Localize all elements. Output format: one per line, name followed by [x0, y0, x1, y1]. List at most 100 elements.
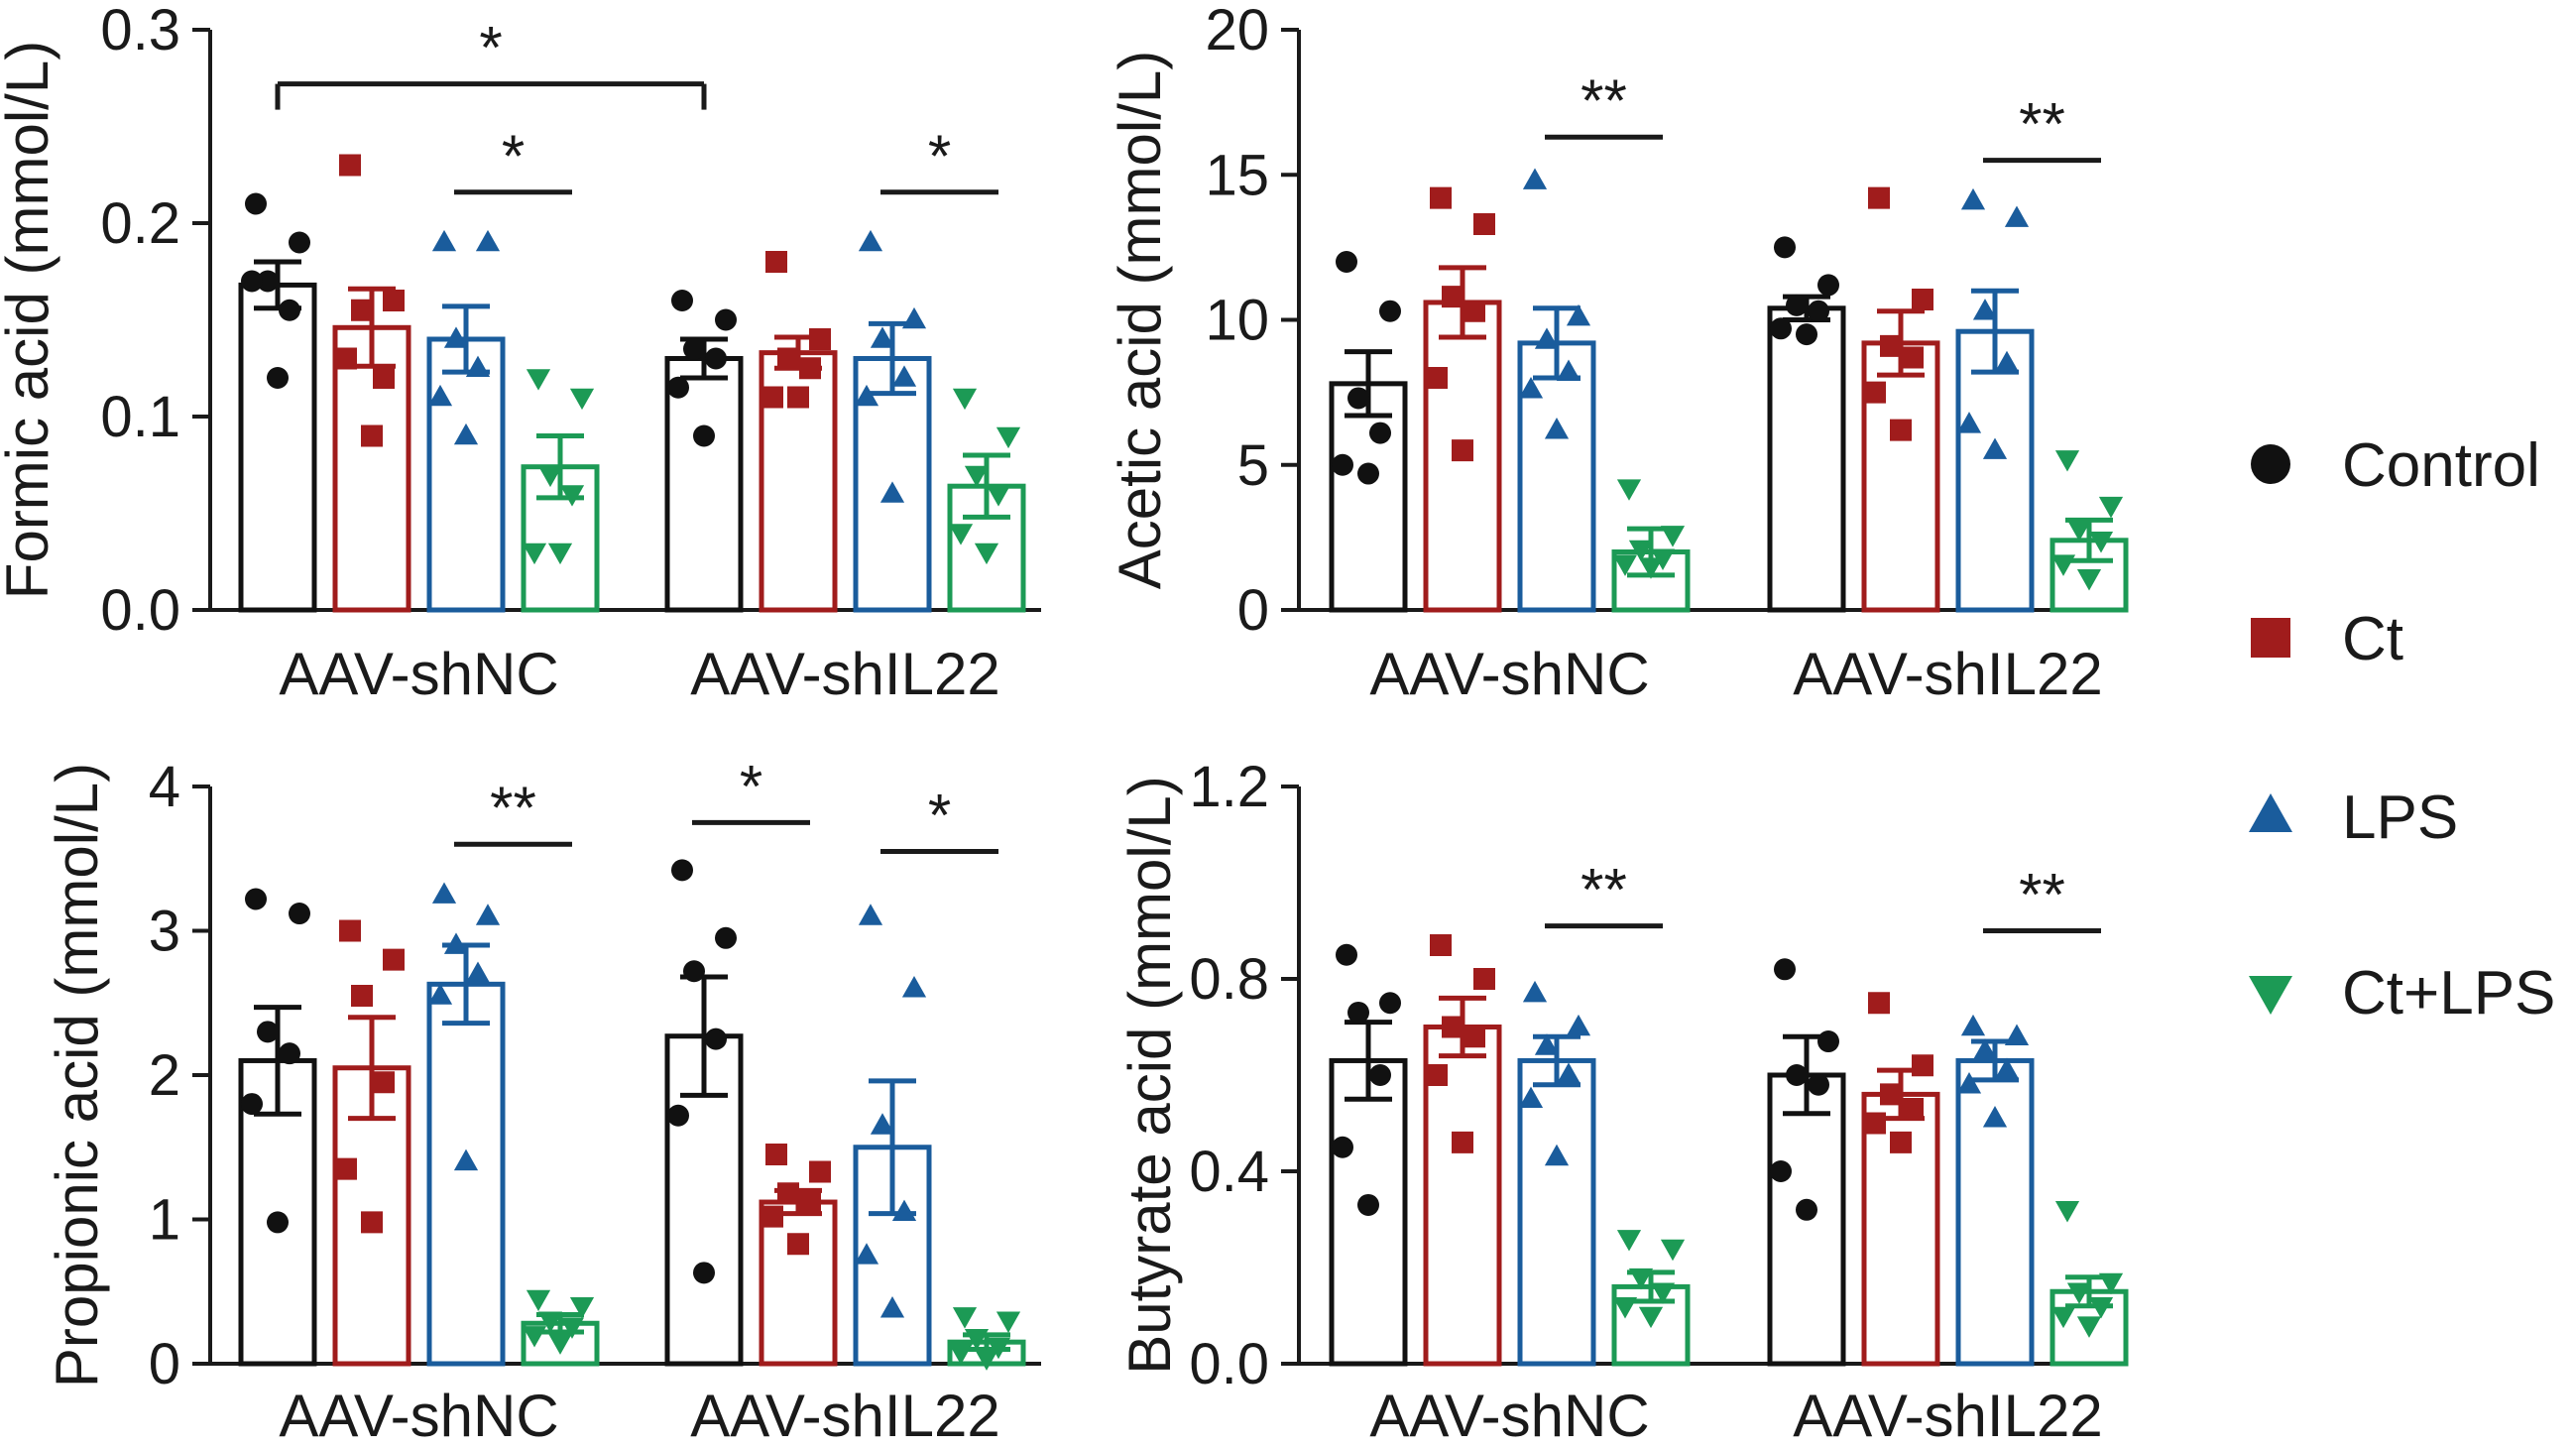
y-tick-label: 3: [149, 900, 180, 964]
data-point-ct-lps: [2050, 1306, 2076, 1329]
x-group-label: AAV-shNC: [279, 1383, 558, 1449]
data-point-lps: [1522, 980, 1548, 1003]
data-point-ct-lps: [559, 1317, 585, 1339]
data-point-ct-lps: [2050, 554, 2076, 576]
data-point-control: [1770, 317, 1792, 340]
data-point-control: [257, 1021, 279, 1043]
data-point-ct-lps: [948, 524, 974, 545]
data-point-lps: [854, 384, 879, 407]
data-point-ct: [351, 984, 373, 1007]
significance-label: **: [2019, 91, 2065, 158]
data-point-ct-lps: [948, 1343, 974, 1366]
data-point-control: [667, 1104, 689, 1127]
data-point-control: [715, 308, 737, 331]
data-point-ct-lps: [2098, 496, 2124, 519]
data-point-ct: [1430, 934, 1452, 957]
data-point-ct: [1912, 289, 1933, 311]
significance-label: *: [502, 123, 525, 189]
data-point-control: [1369, 422, 1391, 444]
data-point-ct: [339, 154, 361, 177]
bar-lps-aav-shnc: [426, 336, 506, 613]
data-point-lps: [1534, 1033, 1560, 1055]
data-point-lps: [1960, 1014, 1986, 1036]
y-tick-label: 4: [149, 755, 180, 819]
data-point-ct-lps: [1638, 1306, 1664, 1329]
data-point-ct: [1452, 439, 1473, 462]
data-point-control: [241, 1093, 263, 1116]
y-axis-label: Formic acid (mmol/L): [0, 41, 60, 599]
data-point-control: [705, 347, 727, 370]
data-point-ct-lps: [1650, 548, 1676, 570]
legend-label-control: Control: [2342, 431, 2540, 500]
data-point-lps: [1566, 303, 1591, 326]
data-point-ct-lps: [1616, 479, 1642, 501]
x-group-label: AAV-shIL22: [1793, 641, 2102, 707]
y-tick-label: 0.0: [1189, 1332, 1269, 1396]
significance-label: *: [928, 123, 951, 189]
significance-label: *: [479, 15, 502, 81]
x-group-label: AAV-shNC: [1369, 1383, 1649, 1449]
data-point-control: [1357, 462, 1379, 485]
y-axis-label: Propionic acid (mmol/L): [44, 763, 110, 1388]
data-point-ct-lps: [2098, 1272, 2124, 1295]
y-tick-label: 0: [1237, 578, 1269, 643]
chart-propionic-acid: 0 1 2 3 4 Propionic acid (mmol/L) AAV-shNC AAV-…: [44, 753, 1041, 1449]
y-tick-label: 0.2: [100, 191, 180, 256]
data-point-lps: [427, 384, 453, 407]
data-point-ct: [383, 290, 405, 311]
data-point-control: [671, 859, 693, 882]
data-point-control: [1817, 274, 1839, 297]
data-point-ct: [1912, 1054, 1933, 1077]
data-point-lps: [879, 1296, 905, 1318]
data-point-ct-lps: [2088, 1297, 2114, 1319]
data-point-control: [1786, 294, 1808, 316]
x-group-label: AAV-shIL22: [690, 1383, 999, 1449]
data-point-control: [289, 231, 310, 254]
data-point-ct-lps: [2066, 520, 2092, 542]
data-point-control: [257, 270, 279, 293]
data-point-ct: [1464, 1026, 1485, 1048]
data-point-ct: [1868, 186, 1890, 209]
data-point-ct-lps: [547, 1333, 573, 1355]
data-point-ct: [765, 251, 787, 273]
y-tick-label: 2: [149, 1043, 180, 1108]
data-point-ct-lps: [537, 465, 563, 488]
legend-label-ct: Ct: [2342, 605, 2403, 673]
y-tick-label: 0.0: [100, 578, 180, 643]
data-point-ct-lps: [1628, 540, 1654, 562]
data-point-ct-lps: [2066, 1282, 2092, 1304]
data-point-lps: [453, 423, 479, 445]
data-point-lps: [901, 976, 927, 998]
data-point-control: [693, 1262, 715, 1284]
data-point-lps: [1544, 1144, 1570, 1166]
data-point-ct: [1430, 186, 1452, 209]
data-point-lps: [901, 306, 927, 329]
data-point-lps: [1956, 412, 1982, 433]
data-point-ct-lps: [1660, 1239, 1686, 1262]
data-point-control: [715, 926, 737, 949]
data-point-lps: [858, 904, 883, 925]
data-point-ct-lps: [1616, 1230, 1642, 1252]
data-point-control: [683, 960, 705, 983]
data-point-ct-lps: [952, 388, 978, 411]
data-point-lps: [1982, 437, 2008, 459]
data-point-ct: [1473, 968, 1495, 990]
data-point-ct-lps: [569, 1297, 595, 1319]
y-tick-label: 5: [1237, 433, 1269, 498]
data-point-ct: [1473, 212, 1495, 235]
data-point-ct-lps: [995, 426, 1021, 449]
significance-label: **: [1581, 67, 1627, 134]
data-point-control: [693, 424, 715, 447]
data-point-lps: [1556, 359, 1581, 381]
data-point-lps: [1956, 1072, 1982, 1094]
legend-label-lps: LPS: [2342, 784, 2458, 852]
data-point-ct-lps: [526, 369, 551, 391]
data-point-ct: [799, 1191, 821, 1214]
data-point-control: [279, 1042, 300, 1065]
data-point-ct: [787, 1233, 809, 1256]
data-point-control: [1357, 1193, 1379, 1216]
x-group-label: AAV-shIL22: [690, 641, 999, 707]
data-point-lps: [1960, 187, 1986, 210]
data-point-ct: [1452, 1131, 1473, 1153]
data-point-control: [1817, 1030, 1839, 1053]
